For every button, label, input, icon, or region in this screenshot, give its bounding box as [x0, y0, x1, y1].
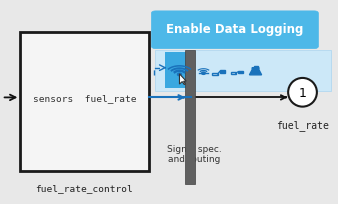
Text: fuel_rate: fuel_rate	[276, 119, 329, 130]
FancyBboxPatch shape	[254, 67, 258, 68]
Polygon shape	[179, 74, 186, 85]
Ellipse shape	[288, 79, 317, 107]
FancyBboxPatch shape	[151, 12, 318, 49]
FancyBboxPatch shape	[165, 53, 190, 89]
Text: fuel_rate_control: fuel_rate_control	[35, 183, 134, 192]
Polygon shape	[249, 68, 262, 75]
FancyBboxPatch shape	[20, 33, 149, 171]
Text: 1: 1	[298, 86, 307, 99]
Text: Enable Data Logging: Enable Data Logging	[166, 23, 304, 36]
FancyBboxPatch shape	[238, 71, 243, 73]
Text: Signal spec.
and routing: Signal spec. and routing	[167, 144, 222, 164]
Text: sensors  fuel_rate: sensors fuel_rate	[33, 93, 136, 102]
FancyBboxPatch shape	[155, 51, 331, 92]
FancyBboxPatch shape	[185, 51, 195, 184]
FancyBboxPatch shape	[220, 71, 225, 73]
Circle shape	[177, 74, 182, 76]
